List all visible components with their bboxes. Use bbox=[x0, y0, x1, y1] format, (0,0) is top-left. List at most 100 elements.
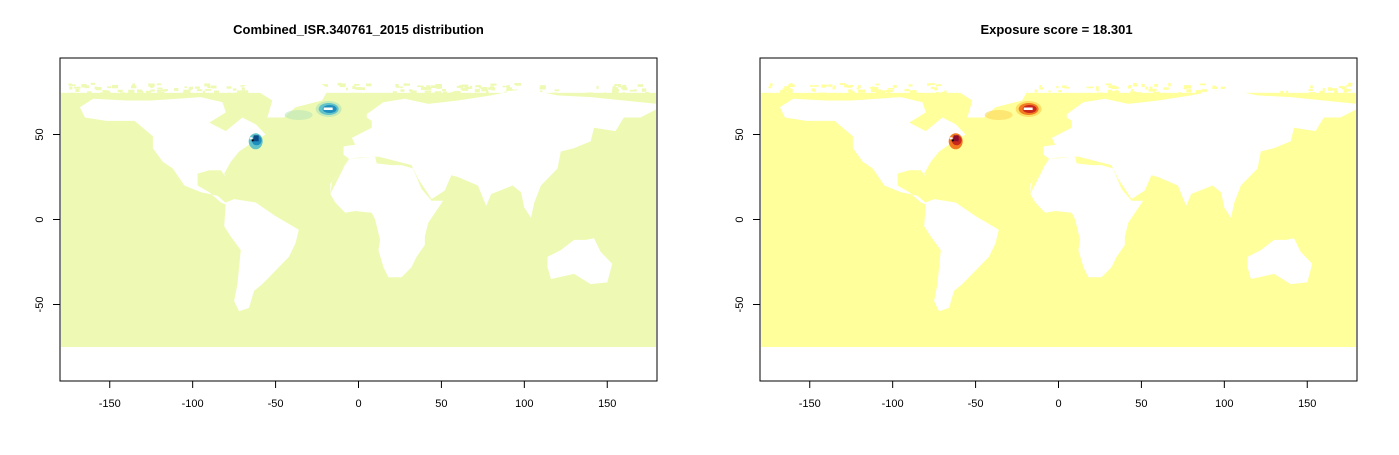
right-arctic-speckle bbox=[858, 89, 866, 93]
left-arctic-speckle bbox=[352, 92, 359, 96]
left-arctic-speckle bbox=[437, 87, 441, 89]
left-arctic-speckle bbox=[410, 90, 417, 94]
right-arctic-speckle bbox=[811, 88, 814, 92]
left-arctic-speckle bbox=[645, 92, 650, 95]
left-arctic-speckle bbox=[69, 84, 76, 86]
right-arctic-speckle bbox=[1308, 89, 1313, 91]
right-arctic-speckle bbox=[768, 86, 771, 89]
left-arctic-speckle bbox=[69, 86, 73, 90]
left-arctic-speckle bbox=[183, 92, 188, 96]
right-arctic-speckle bbox=[1220, 86, 1226, 90]
right-arctic-speckle bbox=[858, 85, 861, 88]
left-arctic-speckle bbox=[337, 82, 342, 86]
right-arctic-speckle bbox=[1111, 86, 1118, 90]
right-arctic-speckle bbox=[908, 84, 912, 87]
left-x-tick-label: -50 bbox=[268, 398, 284, 410]
left-arctic-speckle bbox=[226, 86, 232, 89]
left-arctic-speckle bbox=[400, 86, 403, 89]
right-arctic-speckle bbox=[940, 91, 945, 95]
right-arctic-speckle bbox=[846, 85, 852, 88]
right-arctic-speckle bbox=[1163, 92, 1167, 96]
left-arctic-speckle bbox=[481, 89, 488, 92]
left-arctic-speckle bbox=[196, 89, 203, 92]
right-hotspot-trail bbox=[984, 110, 1013, 120]
right-arctic-speckle bbox=[819, 92, 826, 96]
right-map-plot: -150 -100 -50 0 50 100 150 50 0 -50 bbox=[734, 57, 1358, 410]
right-arctic-speckle bbox=[1346, 84, 1352, 87]
left-arctic-speckle bbox=[554, 89, 560, 92]
left-arctic-speckle bbox=[355, 87, 362, 90]
left-arctic-speckle bbox=[435, 83, 442, 86]
right-arctic-speckle bbox=[927, 83, 930, 86]
left-arctic-speckle bbox=[474, 88, 480, 93]
right-arctic-speckle bbox=[1062, 85, 1067, 88]
left-x-tick-label: -150 bbox=[99, 398, 121, 410]
right-hotspot-nova-scotia-pixel bbox=[951, 139, 954, 142]
right-x-tick-label: -50 bbox=[968, 398, 984, 410]
left-arctic-speckle bbox=[435, 85, 443, 89]
right-x-tick-label: 0 bbox=[1055, 398, 1061, 410]
left-arctic-speckle bbox=[157, 92, 165, 94]
right-arctic-speckle bbox=[1108, 85, 1115, 88]
left-arctic-speckle bbox=[150, 89, 155, 92]
right-arctic-speckle bbox=[892, 85, 897, 88]
left-y-tick-label: 0 bbox=[34, 216, 46, 222]
right-arctic-speckle bbox=[1111, 91, 1114, 93]
right-arctic-speckle bbox=[1151, 88, 1157, 92]
left-arctic-speckle bbox=[352, 85, 356, 90]
right-arctic-speckle bbox=[1168, 82, 1171, 87]
right-arctic-speckle bbox=[1039, 85, 1042, 88]
left-arctic-speckle bbox=[424, 90, 432, 93]
left-arctic-speckle bbox=[241, 90, 249, 94]
right-arctic-speckle bbox=[832, 86, 835, 90]
left-arctic-speckle bbox=[622, 92, 625, 95]
left-arctic-speckle bbox=[160, 89, 167, 92]
right-arctic-speckle bbox=[789, 83, 793, 87]
left-x-tick-label: 100 bbox=[515, 398, 533, 410]
left-arctic-speckle bbox=[462, 84, 469, 88]
left-arctic-speckle bbox=[321, 84, 328, 87]
left-arctic-speckle bbox=[138, 90, 144, 93]
left-arctic-speckle bbox=[482, 87, 488, 91]
right-arctic-speckle bbox=[848, 89, 853, 93]
right-arctic-speckle bbox=[930, 86, 935, 89]
right-arctic-speckle bbox=[813, 88, 816, 92]
right-arctic-speckle bbox=[809, 85, 814, 87]
left-arctic-speckle bbox=[240, 85, 246, 87]
right-arctic-speckle bbox=[1195, 90, 1202, 94]
left-arctic-speckle bbox=[612, 85, 616, 89]
right-arctic-speckle bbox=[875, 89, 882, 93]
right-arctic-speckle bbox=[1107, 89, 1113, 94]
left-arctic-speckle bbox=[354, 84, 360, 86]
right-y-tick-label: 0 bbox=[734, 216, 746, 222]
left-arctic-speckle bbox=[420, 86, 427, 91]
right-arctic-speckle bbox=[839, 83, 845, 85]
right-arctic-speckle bbox=[1096, 86, 1099, 90]
left-arctic-speckle bbox=[488, 87, 492, 90]
left-arctic-speckle bbox=[427, 85, 430, 89]
left-arctic-speckle bbox=[403, 83, 410, 86]
right-x-tick-label: 150 bbox=[1298, 398, 1316, 410]
right-arctic-speckle bbox=[1215, 86, 1218, 90]
right-arctic-speckle bbox=[886, 89, 893, 93]
right-arctic-speckle bbox=[1309, 92, 1316, 95]
left-arctic-speckle bbox=[621, 86, 626, 90]
left-arctic-speckle bbox=[404, 83, 407, 86]
left-arctic-speckle bbox=[130, 85, 137, 89]
right-arctic-speckle bbox=[1345, 88, 1351, 92]
left-arctic-speckle bbox=[87, 91, 92, 95]
left-arctic-speckle bbox=[106, 92, 111, 95]
right-arctic-speckle bbox=[1197, 92, 1200, 96]
right-arctic-speckle bbox=[1327, 92, 1332, 96]
left-arctic-speckle bbox=[551, 92, 558, 96]
left-arctic-speckle bbox=[132, 83, 135, 87]
right-x-tick-label: -100 bbox=[882, 398, 904, 410]
right-arctic-speckle bbox=[914, 92, 919, 95]
right-arctic-speckle bbox=[1201, 89, 1208, 92]
left-arctic-speckle bbox=[228, 92, 232, 95]
left-arctic-speckle bbox=[366, 83, 372, 87]
left-arctic-speckle bbox=[117, 89, 123, 93]
right-arctic-speckle bbox=[1177, 92, 1182, 95]
right-arctic-speckle bbox=[876, 92, 881, 95]
left-arctic-speckle bbox=[540, 85, 546, 88]
